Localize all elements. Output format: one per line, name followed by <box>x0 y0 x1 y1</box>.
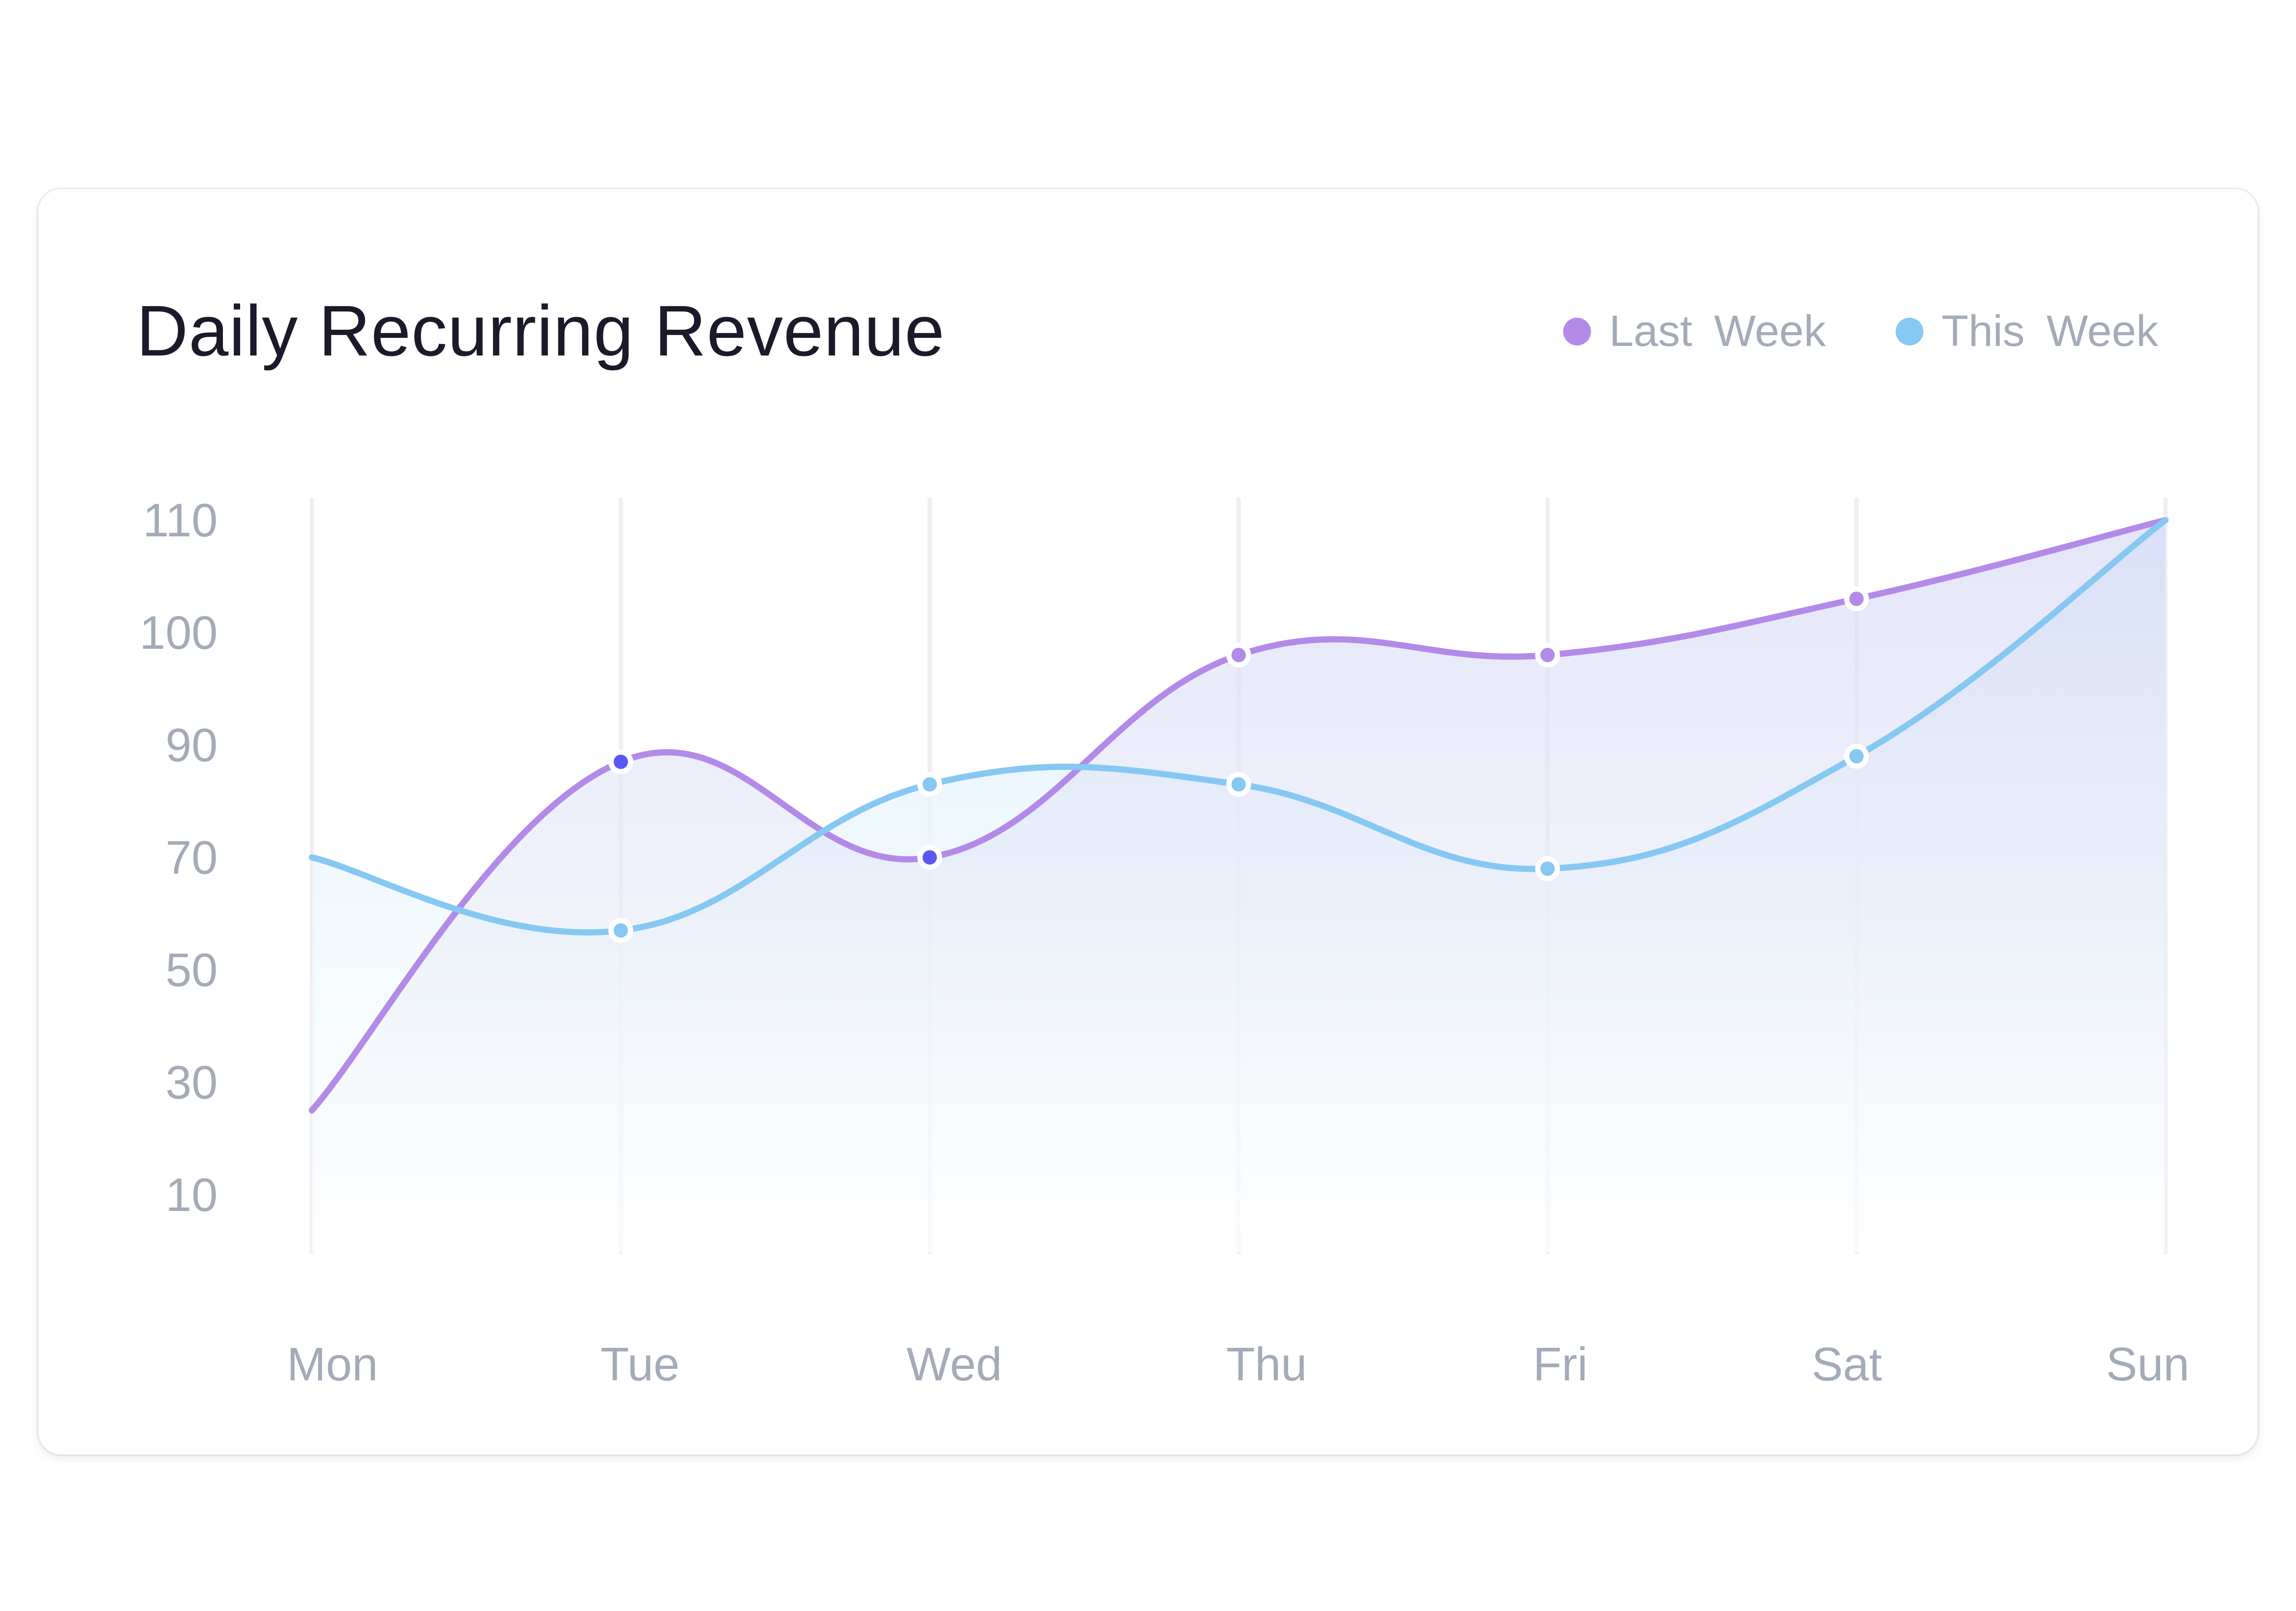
y-tick-label: 30 <box>166 1056 218 1109</box>
legend-label: Last Week <box>1609 307 1826 356</box>
y-tick-label: 100 <box>139 606 218 659</box>
data-point-last-week[interactable] <box>1535 643 1560 667</box>
legend-item-last-week[interactable]: Last Week <box>1563 306 1826 356</box>
data-point-this-week[interactable] <box>1535 856 1560 881</box>
chart-title: Daily Recurring Revenue <box>136 290 945 371</box>
legend-label: This Week <box>1942 307 2158 356</box>
data-point-this-week[interactable] <box>1226 772 1251 797</box>
area-last-week <box>312 520 2165 1252</box>
y-tick-label: 90 <box>166 719 218 771</box>
x-tick-label: Fri <box>1533 1338 1588 1390</box>
data-point-this-week[interactable] <box>917 772 942 797</box>
data-point-last-week[interactable] <box>917 845 942 870</box>
data-point-this-week[interactable] <box>1844 744 1869 769</box>
y-tick-label: 50 <box>166 944 218 996</box>
legend-dot-icon <box>1563 317 1591 345</box>
data-point-last-week[interactable] <box>608 749 633 775</box>
x-tick-label: Sat <box>1811 1338 1882 1390</box>
x-tick-label: Mon <box>287 1338 378 1390</box>
x-tick-label: Wed <box>906 1338 1002 1390</box>
y-tick-label: 10 <box>166 1168 218 1221</box>
x-tick-label: Thu <box>1226 1338 1307 1390</box>
x-tick-label: Sun <box>2106 1338 2189 1390</box>
x-tick-label: Tue <box>600 1338 679 1390</box>
data-point-last-week[interactable] <box>1844 586 1869 611</box>
line-last-week <box>309 517 2169 1114</box>
y-tick-label: 70 <box>166 831 218 884</box>
legend-dot-icon <box>1896 317 1923 345</box>
data-point-last-week[interactable] <box>1226 643 1251 667</box>
legend-item-this-week[interactable]: This Week <box>1896 306 2158 356</box>
data-point-this-week[interactable] <box>608 918 633 943</box>
y-tick-label: 110 <box>143 494 218 546</box>
